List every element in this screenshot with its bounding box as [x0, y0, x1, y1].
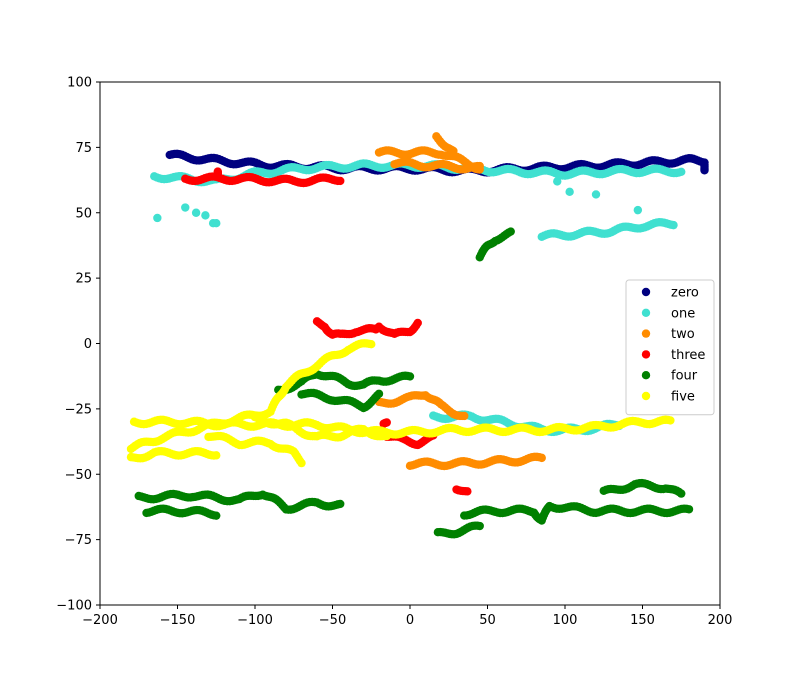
legend-marker [641, 350, 651, 359]
point-two [475, 161, 484, 171]
legend: zero one two three four five [625, 279, 715, 416]
point-five [367, 340, 376, 349]
point-one [553, 177, 562, 186]
point-one [591, 190, 601, 199]
y-tick-label: −50 [65, 468, 92, 483]
y-tick-label: 25 [75, 272, 92, 287]
point-four [475, 521, 484, 531]
point-one [201, 211, 210, 220]
legend-marker [641, 371, 651, 380]
y-tick-label: −25 [65, 402, 92, 417]
point-one [565, 187, 574, 197]
x-tick-label: −200 [82, 613, 118, 628]
series-two [374, 132, 546, 471]
point-five [666, 416, 675, 425]
x-tick-label: 200 [708, 613, 733, 628]
legend-label: zero [671, 286, 699, 301]
point-three [463, 487, 472, 496]
y-tick-label: 50 [75, 206, 92, 221]
x-tick-label: 100 [553, 613, 578, 628]
y-tick-label: −75 [65, 533, 92, 548]
y-tick-label: 100 [67, 76, 92, 91]
legend-label: four [671, 369, 698, 384]
point-three [213, 172, 222, 181]
y-tick-label: 0 [84, 337, 92, 352]
x-tick-label: −50 [319, 613, 346, 628]
x-tick-label: −150 [160, 613, 196, 628]
legend-label: five [671, 390, 695, 405]
point-five [382, 431, 391, 441]
legend-label: one [671, 306, 695, 321]
point-four [506, 227, 515, 236]
point-five [297, 458, 306, 468]
point-two [537, 453, 546, 463]
point-four [677, 489, 686, 498]
legend-marker [641, 391, 651, 401]
point-three [379, 419, 388, 428]
point-two [449, 146, 458, 156]
point-four [684, 505, 694, 514]
legend-marker [641, 329, 651, 338]
y-axis: −100 −75 −50 −25 0 25 50 75 100 [56, 76, 100, 614]
series-five [126, 339, 675, 468]
point-five [212, 451, 221, 460]
legend-marker [641, 308, 651, 317]
series-four [134, 227, 694, 539]
point-one [153, 213, 162, 223]
point-four [405, 372, 415, 381]
legend-label: two [671, 327, 695, 342]
point-one [677, 167, 686, 177]
x-tick-label: 0 [406, 613, 414, 628]
point-four [212, 511, 221, 520]
point-one [212, 219, 221, 228]
x-tick-label: 50 [479, 613, 496, 628]
point-three [413, 318, 422, 328]
plot-area [126, 132, 709, 539]
y-tick-label: 75 [75, 141, 92, 156]
point-two [460, 411, 469, 421]
x-axis: −200 −150 −100 −50 0 50 100 150 200 [82, 605, 732, 628]
point-one [669, 220, 678, 230]
x-tick-label: −100 [237, 613, 273, 628]
point-zero [700, 166, 709, 175]
point-one [191, 208, 201, 217]
y-tick-label: −100 [56, 599, 92, 614]
series-three [181, 167, 472, 496]
point-four [374, 389, 384, 398]
legend-label: three [671, 348, 705, 363]
point-three [336, 176, 345, 186]
legend-marker [641, 287, 651, 297]
point-one [633, 205, 643, 215]
point-four [336, 499, 345, 509]
x-tick-label: 150 [630, 613, 655, 628]
point-one [181, 203, 190, 212]
